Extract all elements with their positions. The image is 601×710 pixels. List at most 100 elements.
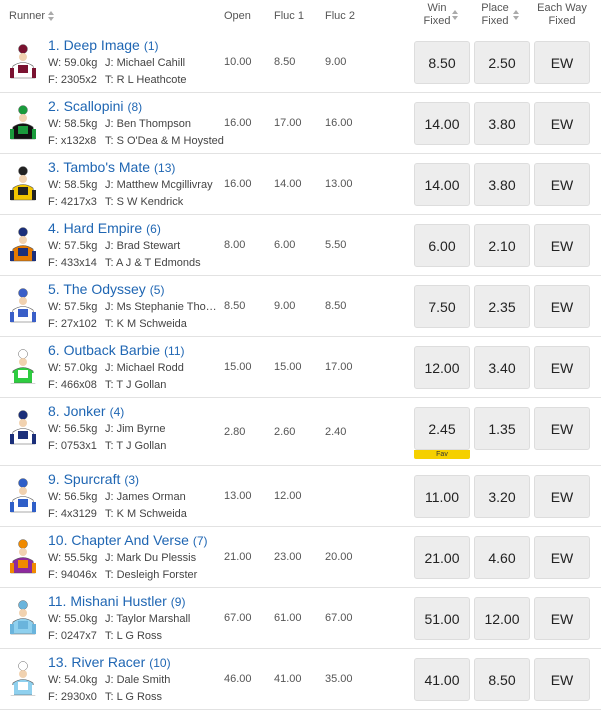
place-button[interactable]: 3.80 bbox=[474, 163, 530, 206]
barrier: (11) bbox=[164, 344, 185, 358]
horse-name[interactable]: 1. Deep Image bbox=[48, 37, 140, 53]
fluc1-price: 61.00 bbox=[274, 612, 302, 624]
runner-name[interactable]: 8. Jonker (4) bbox=[48, 403, 124, 421]
runner-name[interactable]: 6. Outback Barbie (11) bbox=[48, 342, 185, 360]
form: F: 466x08 bbox=[48, 379, 97, 391]
runner-name[interactable]: 13. River Racer (10) bbox=[48, 654, 171, 672]
place-button[interactable]: 3.20 bbox=[474, 475, 530, 518]
each-way-button[interactable]: EW bbox=[534, 41, 590, 84]
each-way-button[interactable]: EW bbox=[534, 597, 590, 640]
runner-name[interactable]: 4. Hard Empire (6) bbox=[48, 220, 161, 238]
place-button[interactable]: 3.40 bbox=[474, 346, 530, 389]
fluc1-price: 15.00 bbox=[274, 361, 302, 373]
jockey-silk bbox=[10, 166, 36, 201]
each-way-button[interactable]: EW bbox=[534, 163, 590, 206]
runner-header[interactable]: Runner bbox=[9, 10, 55, 22]
trainer: T: K M Schweida bbox=[105, 318, 187, 330]
jockey-silk bbox=[10, 105, 36, 140]
form: F: 94046x bbox=[48, 569, 97, 581]
trainer: T: Desleigh Forster bbox=[105, 569, 198, 581]
open-price: 8.00 bbox=[224, 239, 246, 251]
win-button[interactable]: 21.00 bbox=[414, 536, 470, 579]
fluc2-header: Fluc 2 bbox=[325, 10, 355, 22]
horse-name[interactable]: 8. Jonker bbox=[48, 403, 106, 419]
open-price: 16.00 bbox=[224, 178, 252, 190]
sort-icon bbox=[452, 10, 458, 20]
win-button[interactable]: 12.00 bbox=[414, 346, 470, 389]
horse-name[interactable]: 2. Scallopini bbox=[48, 98, 124, 114]
jockey-silk bbox=[10, 349, 36, 384]
each-way-button[interactable]: EW bbox=[534, 285, 590, 328]
jockey: J: Taylor Marshall bbox=[105, 613, 191, 625]
jockey: J: Mark Du Plessis bbox=[105, 552, 197, 564]
place-button[interactable]: 2.10 bbox=[474, 224, 530, 267]
runner-row: 1. Deep Image (1) W: 59.0kg J: Michael Cahi… bbox=[0, 32, 601, 93]
barrier: (3) bbox=[124, 473, 140, 487]
fluc1-price: 14.00 bbox=[274, 178, 302, 190]
win-button[interactable]: 2.45 bbox=[414, 407, 470, 450]
trainer: T: S W Kendrick bbox=[105, 196, 184, 208]
runner-row: 5. The Odyssey (5) W: 57.5kg J: Ms Stephani… bbox=[0, 276, 601, 337]
runner-name[interactable]: 5. The Odyssey (5) bbox=[48, 281, 164, 299]
runner-name[interactable]: 9. Spurcraft (3) bbox=[48, 471, 139, 489]
win-button[interactable]: 41.00 bbox=[414, 658, 470, 701]
each-way-button[interactable]: EW bbox=[534, 475, 590, 518]
fluc2-price: 20.00 bbox=[325, 551, 353, 563]
place-button[interactable]: 2.50 bbox=[474, 41, 530, 84]
each-way-button[interactable]: EW bbox=[534, 102, 590, 145]
win-button[interactable]: 6.00 bbox=[414, 224, 470, 267]
win-button[interactable]: 8.50 bbox=[414, 41, 470, 84]
place-button[interactable]: 2.35 bbox=[474, 285, 530, 328]
open-price: 8.50 bbox=[224, 300, 246, 312]
place-button[interactable]: 3.80 bbox=[474, 102, 530, 145]
place-button[interactable]: 12.00 bbox=[474, 597, 530, 640]
win-button[interactable]: 11.00 bbox=[414, 475, 470, 518]
fluc2-price: 67.00 bbox=[325, 612, 353, 624]
weight: W: 59.0kg bbox=[48, 57, 98, 69]
weight: W: 58.5kg bbox=[48, 118, 98, 130]
place-button[interactable]: 1.35 bbox=[474, 407, 530, 450]
fluc2-price: 9.00 bbox=[325, 56, 347, 68]
horse-name[interactable]: 13. River Racer bbox=[48, 654, 146, 670]
each-way-button[interactable]: EW bbox=[534, 536, 590, 579]
runner-name[interactable]: 2. Scallopini (8) bbox=[48, 98, 142, 116]
place-button[interactable]: 4.60 bbox=[474, 536, 530, 579]
jockey: J: Michael Rodd bbox=[105, 362, 184, 374]
barrier: (4) bbox=[109, 405, 125, 419]
form: F: 4217x3 bbox=[48, 196, 97, 208]
barrier: (7) bbox=[192, 534, 208, 548]
runner-name[interactable]: 1. Deep Image (1) bbox=[48, 37, 159, 55]
weight: W: 55.5kg bbox=[48, 552, 98, 564]
runner-name[interactable]: 11. Mishani Hustler (9) bbox=[48, 593, 185, 611]
horse-name[interactable]: 9. Spurcraft bbox=[48, 471, 121, 487]
horse-name[interactable]: 10. Chapter And Verse bbox=[48, 532, 189, 548]
place-button[interactable]: 8.50 bbox=[474, 658, 530, 701]
each-way-button[interactable]: EW bbox=[534, 224, 590, 267]
sort-icon bbox=[513, 10, 519, 20]
win-button[interactable]: 14.00 bbox=[414, 102, 470, 145]
win-button[interactable]: 7.50 bbox=[414, 285, 470, 328]
horse-name[interactable]: 5. The Odyssey bbox=[48, 281, 146, 297]
open-price: 21.00 bbox=[224, 551, 252, 563]
form: F: 27x102 bbox=[48, 318, 97, 330]
runner-row: 4. Hard Empire (6) W: 57.5kg J: Brad Stewar… bbox=[0, 215, 601, 276]
horse-name[interactable]: 11. Mishani Hustler bbox=[48, 593, 167, 609]
trainer: T: S O'Dea & M Hoysted bbox=[105, 135, 224, 147]
horse-name[interactable]: 4. Hard Empire bbox=[48, 220, 143, 236]
fluc2-price: 5.50 bbox=[325, 239, 347, 251]
fluc1-price: 6.00 bbox=[274, 239, 296, 251]
win-button[interactable]: 14.00 bbox=[414, 163, 470, 206]
each-way-button[interactable]: EW bbox=[534, 407, 590, 450]
each-way-button[interactable]: EW bbox=[534, 346, 590, 389]
runner-name[interactable]: 3. Tambo's Mate (13) bbox=[48, 159, 175, 177]
place-header[interactable]: Place Fixed bbox=[481, 2, 509, 27]
runner-name[interactable]: 10. Chapter And Verse (7) bbox=[48, 532, 208, 550]
horse-name[interactable]: 6. Outback Barbie bbox=[48, 342, 161, 358]
fluc2-price: 35.00 bbox=[325, 673, 353, 685]
horse-name[interactable]: 3. Tambo's Mate bbox=[48, 159, 151, 175]
win-button[interactable]: 51.00 bbox=[414, 597, 470, 640]
fluc1-header: Fluc 1 bbox=[274, 10, 304, 22]
runner-row: 2. Scallopini (8) W: 58.5kg J: Ben Thompson… bbox=[0, 93, 601, 154]
each-way-button[interactable]: EW bbox=[534, 658, 590, 701]
win-header[interactable]: Win Fixed bbox=[423, 2, 451, 27]
